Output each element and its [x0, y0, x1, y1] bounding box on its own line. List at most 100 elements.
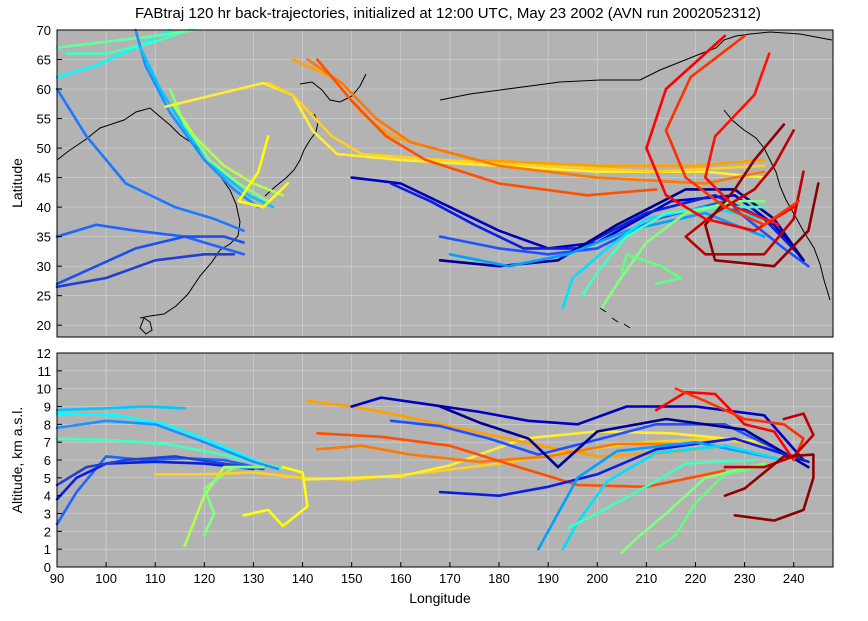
y-tick-label: 45: [37, 171, 51, 186]
y-tick-label: 40: [37, 200, 51, 215]
y-tick-label: 50: [37, 141, 51, 156]
trajectory-line: [55, 455, 265, 526]
trajectory-line: [581, 205, 766, 297]
x-tick-label: 170: [439, 571, 461, 586]
trajectory-line: [55, 87, 245, 232]
y-tick-label: 70: [37, 23, 51, 38]
x-tick-label: 230: [734, 571, 756, 586]
trajectory-line: [316, 442, 697, 464]
trajectory-line: [55, 28, 196, 49]
trajectory-line: [704, 123, 820, 268]
y-tick-label: 65: [37, 53, 51, 68]
taiwan-island: [139, 317, 153, 335]
y-tick-label: 6: [44, 453, 51, 468]
map-trajectory-lines: [55, 28, 820, 309]
trajectory-line: [153, 437, 766, 481]
y-tick-label: 20: [37, 318, 51, 333]
x-tick-label: 190: [537, 571, 559, 586]
trajectory-line: [316, 58, 658, 197]
x-tick-label: 140: [292, 571, 314, 586]
trajectory-line: [306, 58, 766, 185]
x-axis-label: Longitude: [409, 590, 471, 606]
x-tick-labels: 90 100 110 120 130 140 150 160 170 180 190 200 210 22…: [50, 562, 805, 586]
trajectory-line: [203, 465, 265, 537]
map-panel-frame: [56, 29, 834, 338]
trajectory-line: [704, 52, 781, 227]
trajectory-line: [55, 460, 255, 501]
y-tick-label: 60: [37, 82, 51, 97]
y-tick-label: 25: [37, 289, 51, 304]
trajectory-line: [684, 129, 805, 256]
trajectory-line: [674, 387, 805, 462]
x-tick-label: 220: [685, 571, 707, 586]
trajectory-line: [350, 176, 805, 262]
x-tick-label: 210: [636, 571, 658, 586]
y-tick-label: 10: [37, 382, 51, 397]
y-tick-label: 5: [44, 471, 51, 486]
x-tick-label: 130: [243, 571, 265, 586]
trajectory-line: [448, 211, 766, 268]
y-tick-label: 11: [38, 364, 52, 379]
trajectory-line: [301, 430, 766, 481]
y-tick-label: 0: [44, 560, 51, 575]
x-tick-label: 240: [783, 571, 805, 586]
trajectory-line: [600, 199, 766, 309]
trajectory-line: [65, 28, 191, 55]
trajectory-line: [242, 465, 309, 528]
trajectory-line: [55, 253, 236, 289]
y-tick-label: 55: [37, 112, 51, 127]
y-tick-label: 2: [44, 524, 51, 539]
trajectory-line: [173, 105, 285, 197]
trajectory-line: [438, 405, 810, 469]
x-tick-label: 120: [193, 571, 215, 586]
altitude-y-axis-label: Altitude, km a.s.l.: [9, 407, 25, 514]
trajectory-line: [266, 81, 766, 173]
chart-title: FABtraj 120 hr back-trajectories, initia…: [135, 5, 761, 22]
alaska-coastline: [639, 31, 833, 81]
trajectory-line: [55, 455, 265, 487]
trajectory-line: [561, 444, 786, 551]
kamchatka-coastline: [299, 73, 367, 103]
y-tick-label: 30: [37, 259, 51, 274]
x-tick-label: 100: [95, 571, 117, 586]
y-tick-label: 7: [44, 435, 51, 450]
trajectory-line: [723, 453, 815, 522]
y-tick-label: 4: [44, 489, 51, 504]
trajectory-line: [654, 462, 776, 551]
trajectory-line: [55, 419, 280, 471]
trajectory-line: [664, 34, 800, 227]
trajectory-line: [566, 458, 756, 530]
x-tick-label: 180: [488, 571, 510, 586]
x-tick-label: 150: [341, 571, 363, 586]
trajectory-line: [55, 405, 186, 412]
map-panel-background: [57, 30, 833, 337]
x-tick-label: 90: [50, 571, 64, 586]
trajectory-line: [537, 440, 786, 551]
japan-coastline: [264, 113, 319, 197]
trajectory-line: [55, 223, 245, 256]
y-tick-label: 8: [44, 417, 51, 432]
y-tick-label: 1: [44, 542, 51, 557]
map-y-axis-label: Latitude: [9, 158, 25, 208]
trajectory-line: [237, 135, 290, 209]
y-tick-label: 35: [37, 230, 51, 245]
trajectory-line: [645, 34, 795, 232]
trajectory-line: [55, 28, 172, 79]
trajectory-line: [55, 235, 245, 286]
altitude-trajectory-lines: [55, 387, 815, 554]
y-tick-label: 12: [37, 346, 51, 361]
aleutian-coastline: [439, 79, 640, 101]
y-tick-label: 9: [44, 400, 51, 415]
north-america-coastline: [723, 109, 831, 301]
trajectory-line: [654, 390, 795, 462]
x-tick-label: 110: [145, 571, 166, 586]
x-tick-label: 160: [390, 571, 412, 586]
trajectory-line: [134, 28, 260, 209]
hawaii-islands: [599, 307, 631, 329]
y-tick-label: 3: [44, 507, 51, 522]
trajectory-line: [438, 437, 810, 497]
trajectory-line: [620, 253, 682, 286]
trajectory-line: [723, 412, 815, 469]
